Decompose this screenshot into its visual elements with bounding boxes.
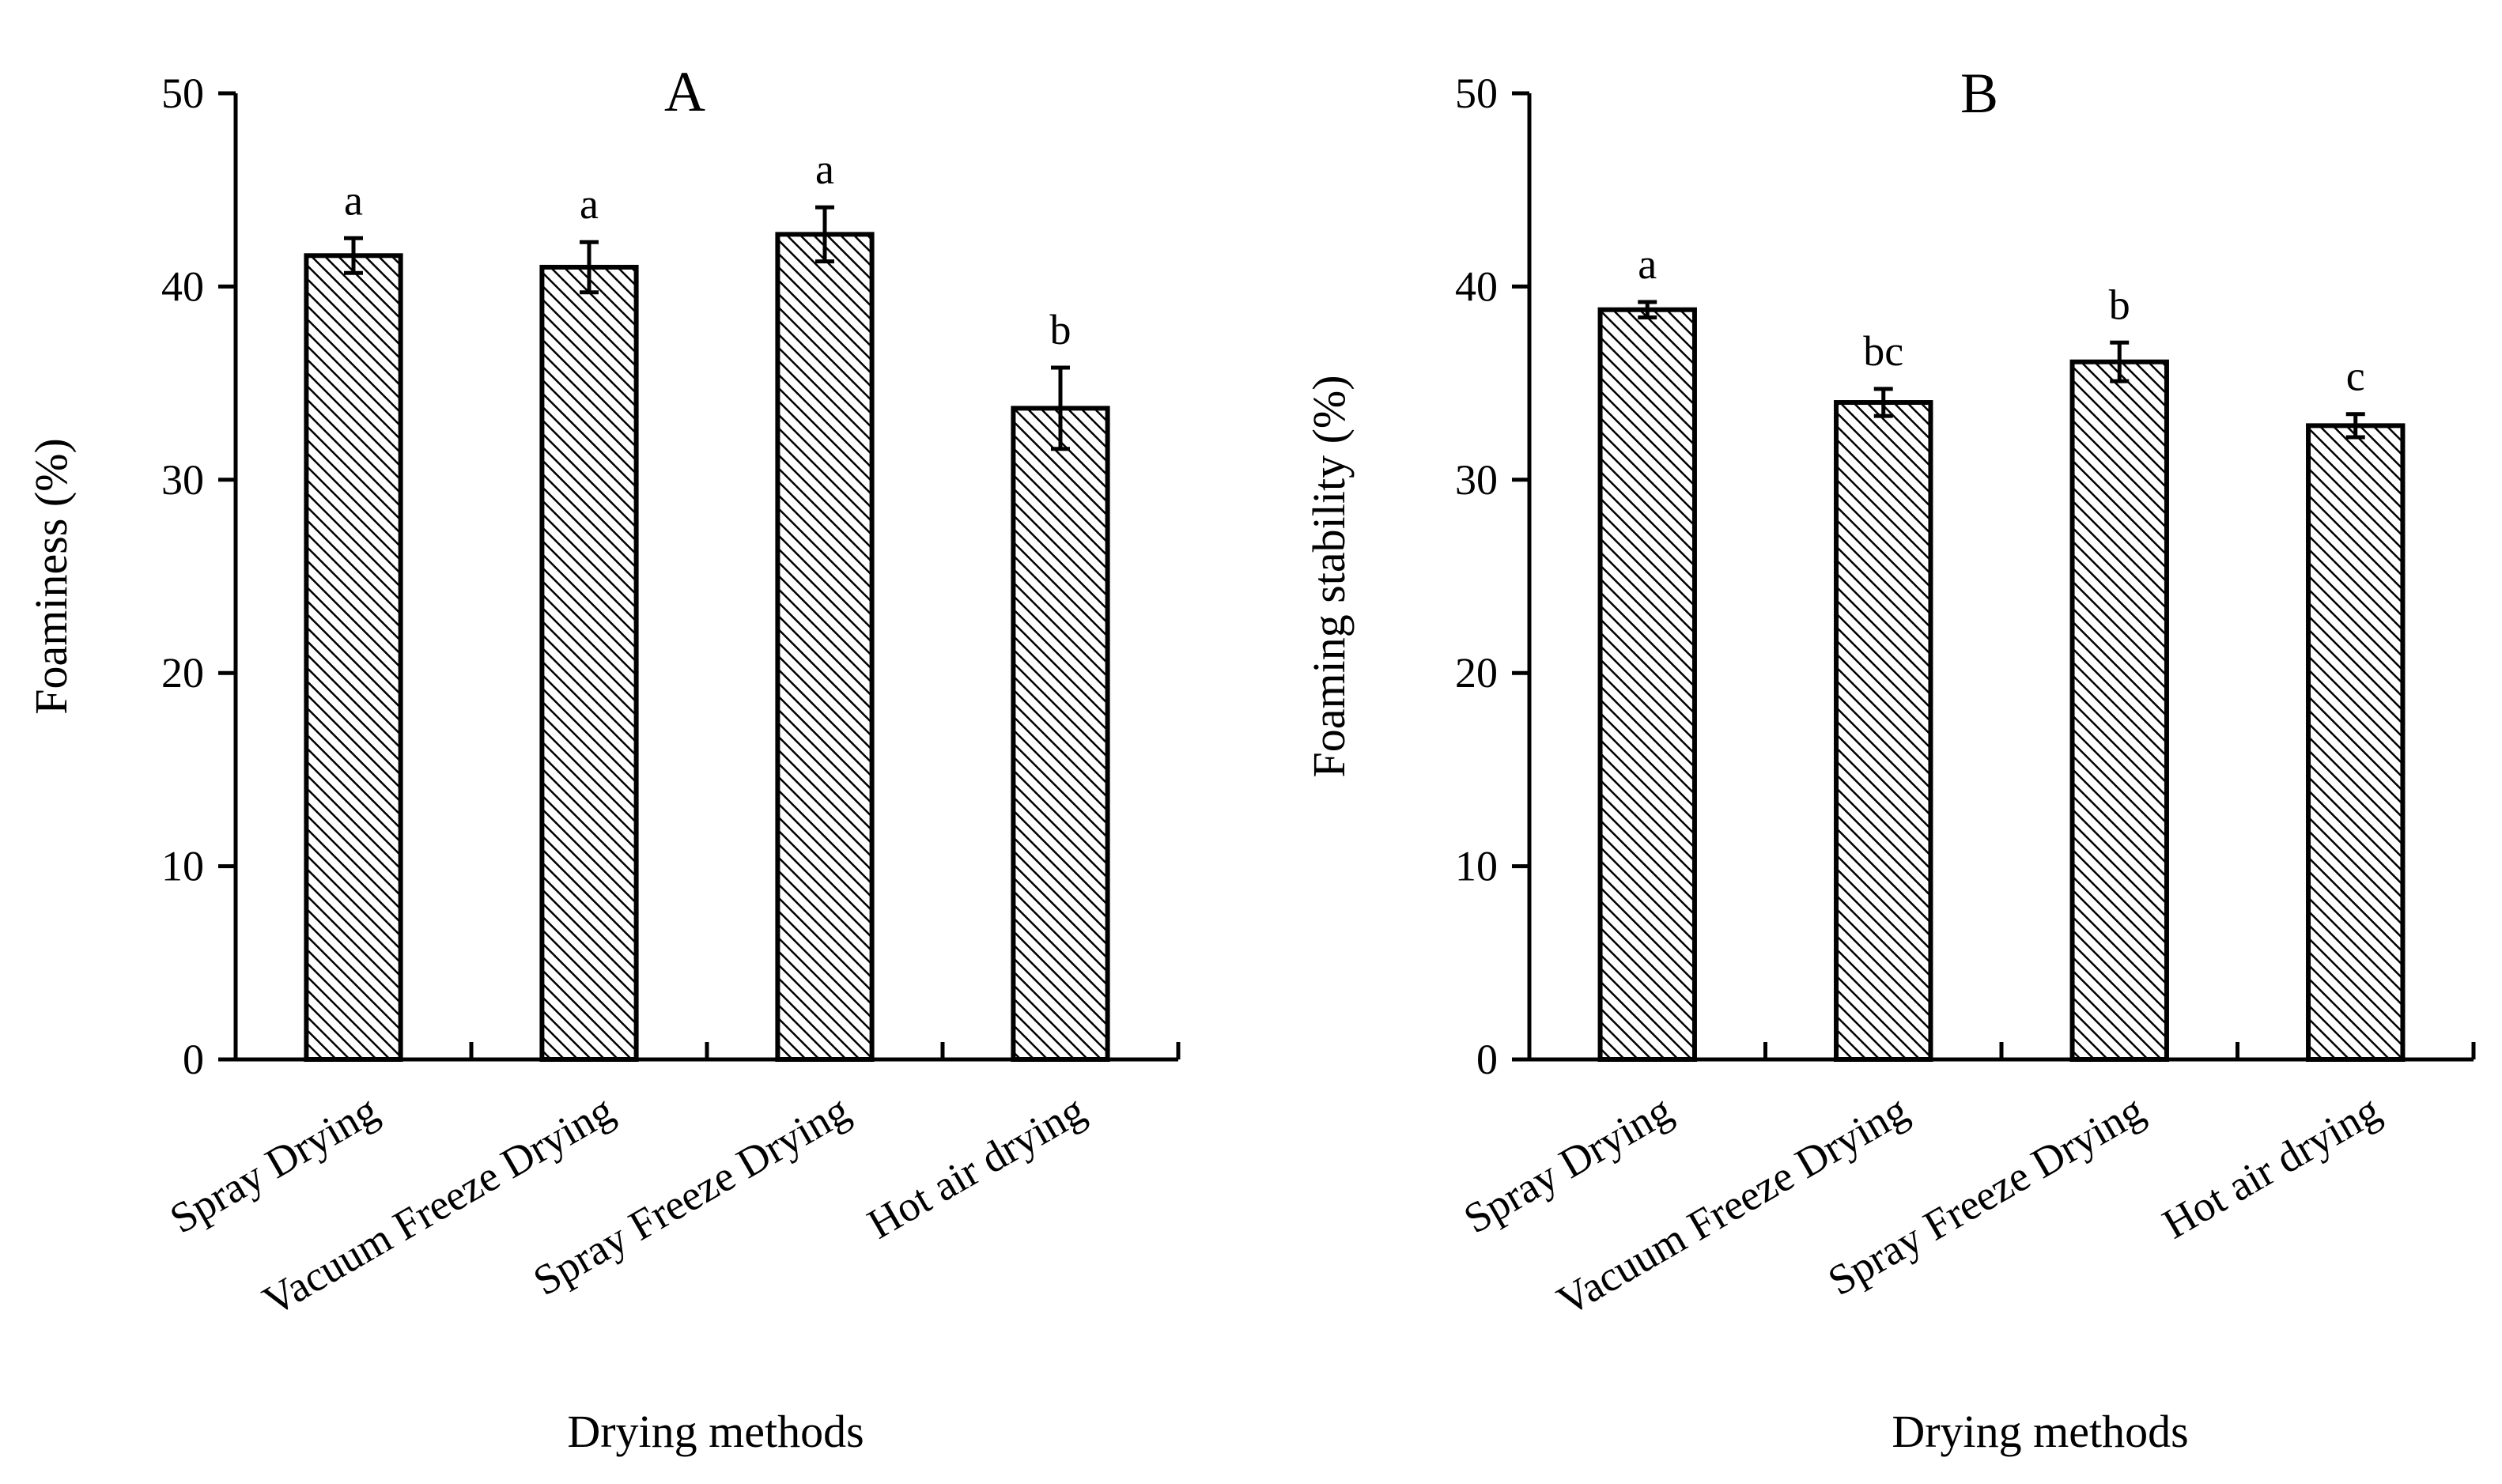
- x-axis-title: Drying methods: [567, 1406, 864, 1457]
- bar: [1011, 406, 1110, 1062]
- bar: [304, 253, 403, 1062]
- significance-label: b: [1050, 306, 1071, 353]
- y-tick-label: 50: [1455, 70, 1498, 117]
- y-tick-label: 40: [1455, 262, 1498, 310]
- category-label: Spray Drying: [162, 1086, 386, 1242]
- y-tick-label: 30: [1455, 456, 1498, 504]
- y-tick-label: 0: [1476, 1036, 1498, 1083]
- bar: [1597, 307, 1697, 1062]
- y-tick-label: 20: [1455, 649, 1498, 697]
- bar: [1834, 400, 1933, 1063]
- category-label: Hot air drying: [860, 1086, 1093, 1248]
- bar: [2069, 359, 2169, 1062]
- y-tick-label: 40: [161, 262, 204, 310]
- bar: [539, 264, 639, 1062]
- chart-title: B: [1960, 62, 1998, 125]
- y-tick-label: 50: [161, 70, 204, 117]
- significance-label: a: [344, 176, 363, 224]
- y-axis-title: Foaminess (%): [25, 438, 77, 715]
- significance-label: a: [580, 180, 599, 228]
- significance-label: b: [2109, 281, 2130, 328]
- category-label: Hot air drying: [2155, 1086, 2388, 1248]
- y-tick-label: 20: [161, 649, 204, 697]
- significance-label: a: [815, 145, 834, 193]
- x-axis-title: Drying methods: [1892, 1406, 2188, 1457]
- significance-label: bc: [1863, 327, 1903, 375]
- chart-title: A: [664, 60, 705, 123]
- significance-label: c: [2346, 353, 2365, 400]
- bar: [2306, 423, 2406, 1062]
- y-tick-label: 30: [161, 456, 204, 504]
- category-label: Spray Drying: [1456, 1086, 1680, 1242]
- y-axis-title: Foaming stability (%): [1303, 375, 1355, 777]
- y-tick-label: 10: [161, 843, 204, 890]
- y-tick-label: 0: [183, 1036, 204, 1083]
- significance-label: a: [1638, 240, 1657, 288]
- bar: [775, 232, 875, 1062]
- y-tick-label: 10: [1455, 843, 1498, 890]
